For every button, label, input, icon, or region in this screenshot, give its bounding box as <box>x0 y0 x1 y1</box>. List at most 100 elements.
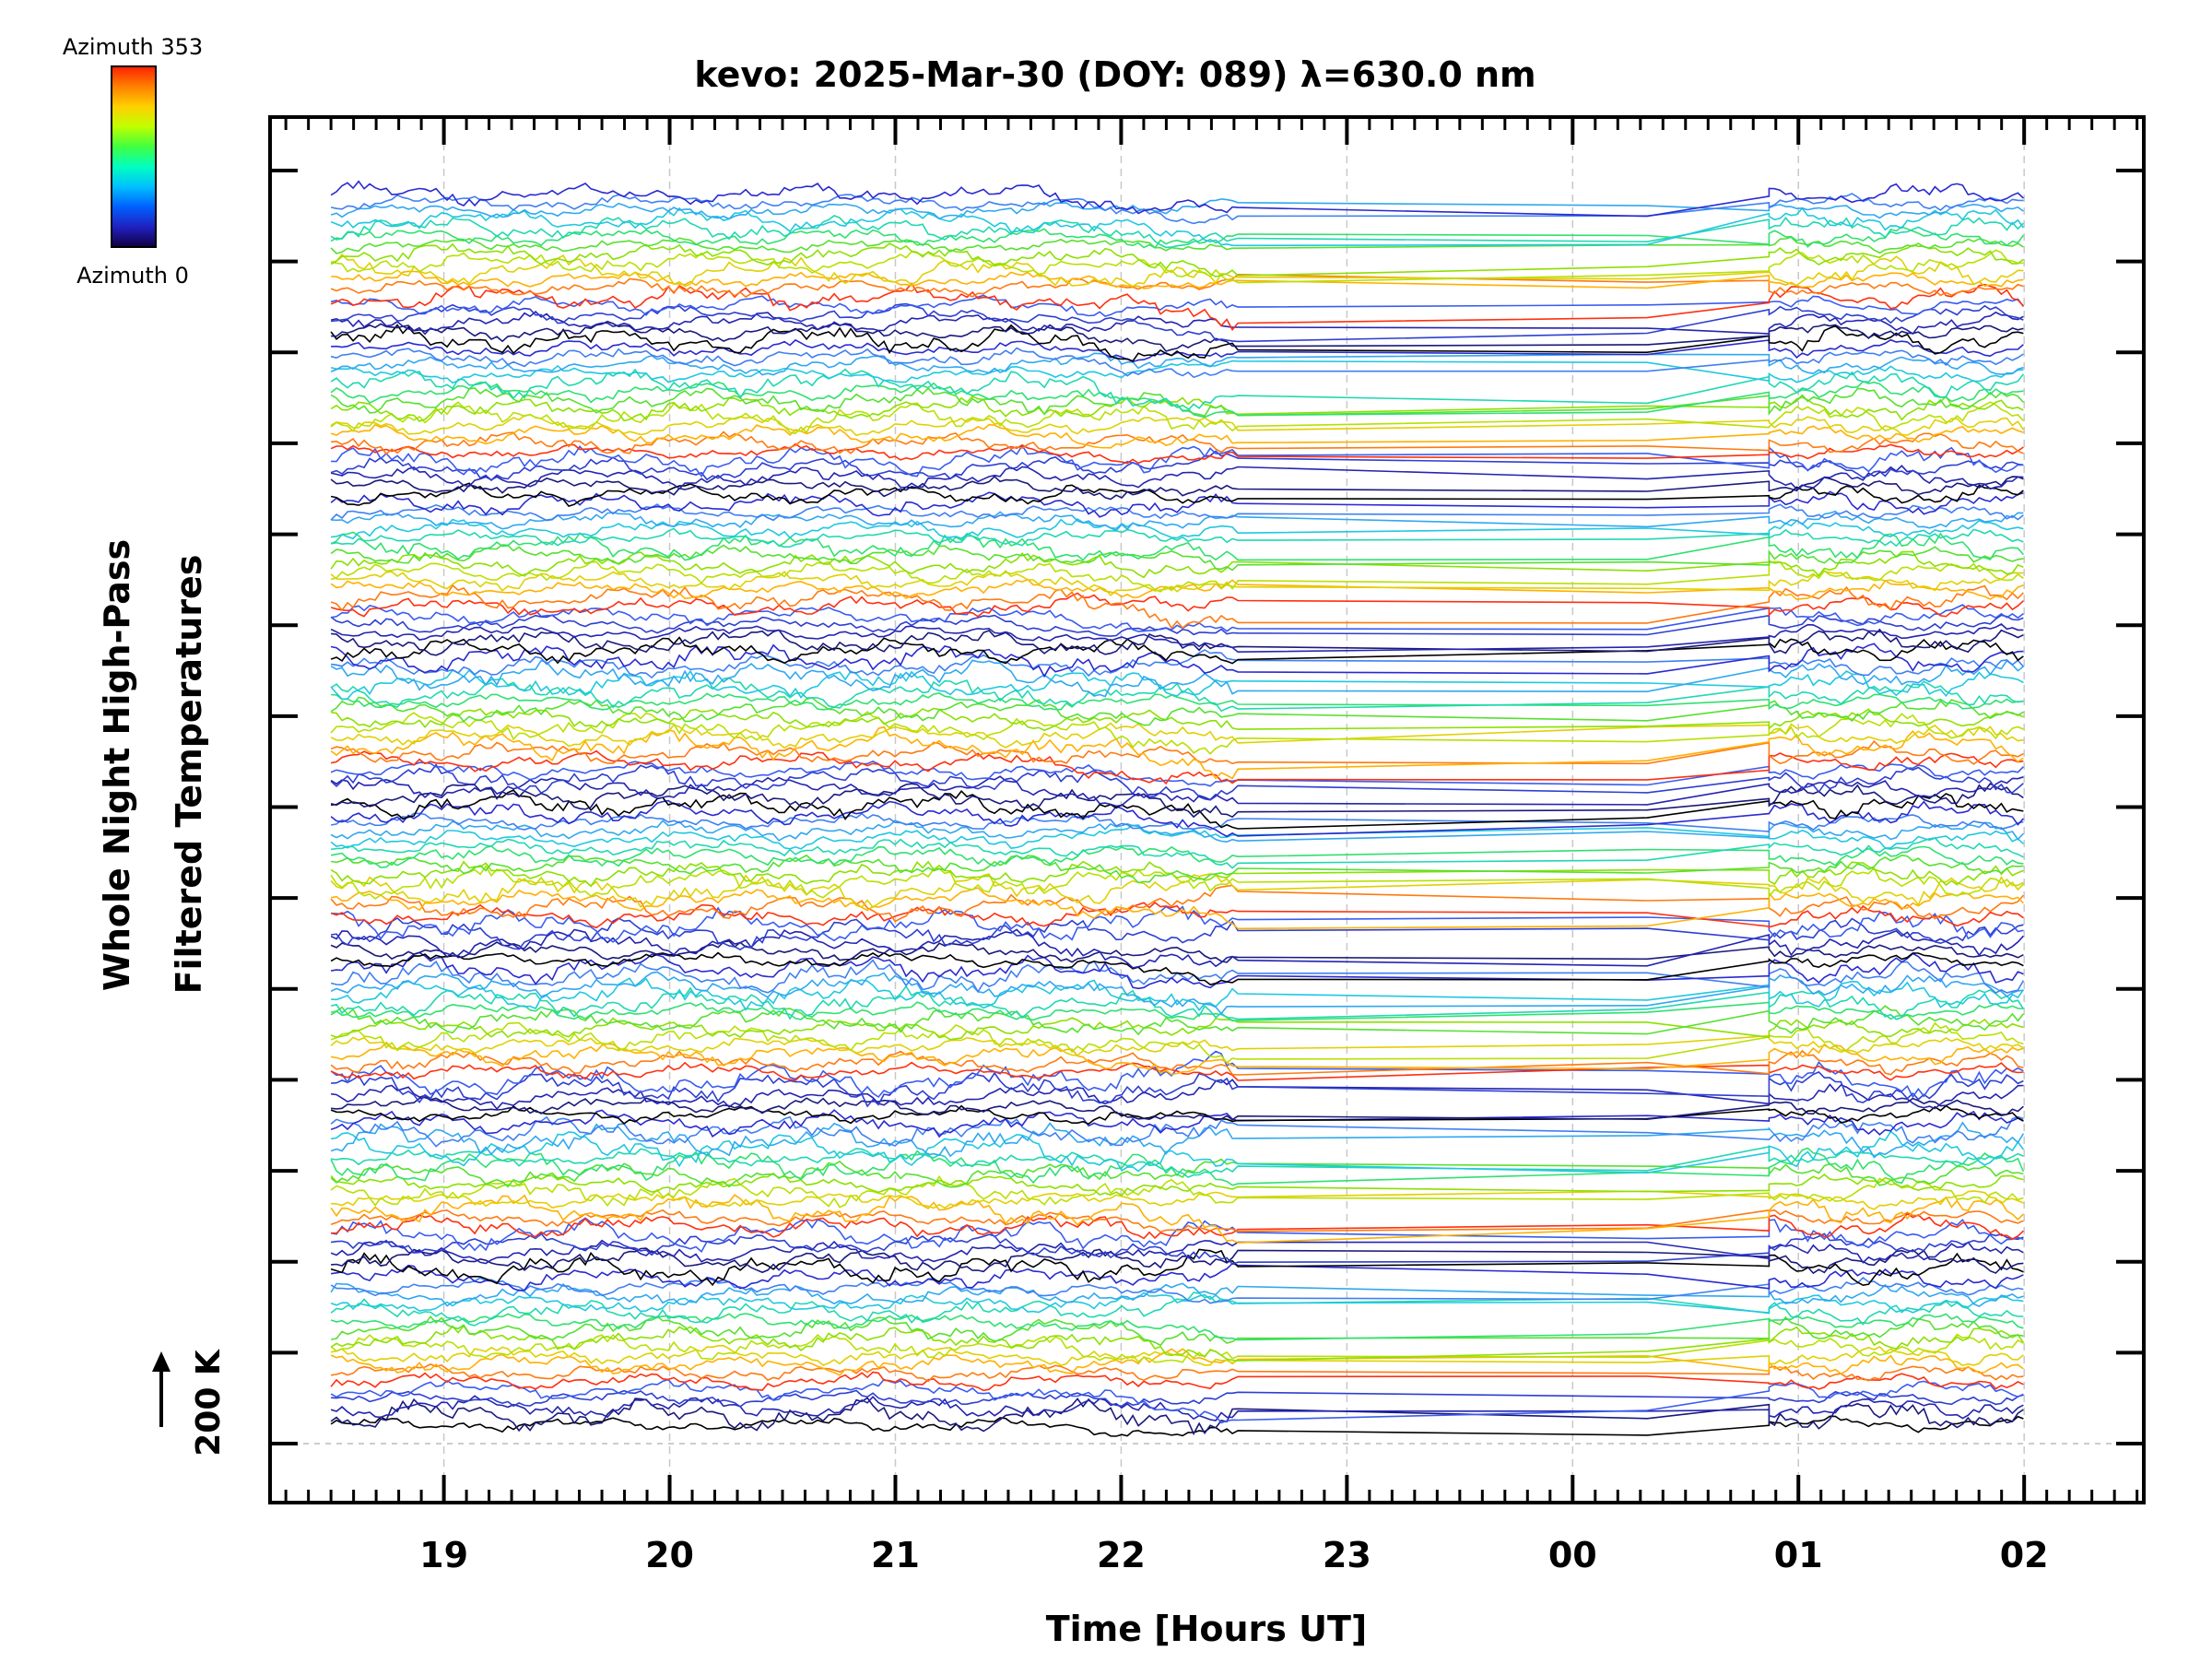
series-line <box>330 722 2024 749</box>
series-line <box>330 928 2024 969</box>
series-line <box>330 544 2024 572</box>
axis-ticks <box>270 117 2144 1503</box>
x-tick-label: 01 <box>1774 1535 1823 1575</box>
series-line <box>330 1115 2024 1148</box>
series-line <box>331 1096 2024 1121</box>
series-line <box>330 959 2025 995</box>
series-line <box>331 1247 2024 1275</box>
series-line <box>330 749 2024 785</box>
series-line <box>330 482 2024 508</box>
series-line <box>330 442 2024 465</box>
series-line <box>331 444 2024 478</box>
series-line <box>331 789 2024 830</box>
series-line <box>330 1146 2024 1178</box>
series-line <box>330 1371 2024 1392</box>
x-tick-label: 23 <box>1323 1535 1371 1575</box>
series-line <box>330 696 2024 726</box>
series-line <box>330 1239 2024 1265</box>
series-line <box>330 659 2024 698</box>
series-line <box>330 820 2024 843</box>
series-line <box>330 1209 2024 1233</box>
series-line <box>331 1071 2024 1108</box>
series-line <box>330 1363 2024 1383</box>
series-line <box>330 865 2024 900</box>
series-line <box>330 1415 2024 1437</box>
series-line <box>330 1378 2024 1424</box>
series-line <box>330 578 2024 601</box>
colorbar-max-label: Azimuth 353 <box>63 34 203 60</box>
series-lines <box>330 180 2025 1437</box>
series-line <box>330 1104 2024 1126</box>
series-line <box>330 1130 2025 1174</box>
series-line <box>330 1050 2024 1099</box>
series-line <box>330 198 2024 220</box>
colorbar-min-label: Azimuth 0 <box>76 263 189 289</box>
series-line <box>330 1049 2024 1076</box>
series-line <box>331 320 2024 352</box>
series-line <box>330 465 2024 490</box>
series-line <box>330 527 2024 548</box>
series-line <box>330 917 2024 951</box>
series-line <box>330 775 2024 808</box>
series-line <box>331 338 2024 363</box>
series-line <box>330 584 2024 630</box>
x-tick-labels: 19 20 21 22 23 00 01 02 <box>419 1535 2048 1575</box>
series-line <box>330 1291 2024 1327</box>
series-line <box>331 905 2024 943</box>
series-line <box>330 854 2024 884</box>
series-line <box>330 951 2024 985</box>
series-line <box>330 1276 2024 1304</box>
series-line <box>330 636 2024 665</box>
series-line <box>330 725 2024 780</box>
series-line <box>330 623 2024 654</box>
series-line <box>330 352 2024 376</box>
series-line <box>331 270 2024 289</box>
chart-title: kevo: 2025-Mar-30 (DOY: 089) λ=630.0 nm <box>694 54 1535 95</box>
series-line <box>331 510 2024 532</box>
x-axis-label: Time [Hours UT] <box>1046 1609 1368 1649</box>
series-line <box>330 242 2024 277</box>
series-line <box>330 214 2024 249</box>
series-line <box>330 604 2024 632</box>
series-line <box>330 324 2024 362</box>
series-line <box>330 206 2025 247</box>
series-line <box>331 628 2024 656</box>
series-line <box>331 1190 2024 1210</box>
series-line <box>330 311 2024 336</box>
series-line <box>330 1001 2024 1022</box>
series-line <box>331 302 2024 343</box>
series-line <box>331 977 2025 1011</box>
series-line <box>330 368 2025 412</box>
series-line <box>330 951 2024 990</box>
series-line <box>330 971 2024 1015</box>
series-line <box>330 423 2024 449</box>
series-line <box>330 503 2024 522</box>
series-line <box>330 1017 2024 1041</box>
series-line <box>330 226 2025 249</box>
series-line <box>330 1034 2024 1056</box>
series-line <box>331 430 2024 455</box>
series-line <box>330 761 2024 787</box>
series-line <box>330 1324 2025 1362</box>
scale-label: 200 K <box>190 1349 228 1457</box>
series-line <box>330 1395 2024 1421</box>
series-line <box>330 395 2024 422</box>
y-axis-label-line2: Filtered Temperatures <box>169 555 209 995</box>
series-line <box>330 236 2024 254</box>
series-line <box>330 845 2024 868</box>
x-tick-label: 22 <box>1097 1535 1146 1575</box>
series-line <box>330 1079 2024 1111</box>
series-line <box>330 273 2024 299</box>
series-line <box>330 763 2024 801</box>
series-line <box>330 490 2024 518</box>
series-line <box>330 386 2024 418</box>
series-line <box>330 668 2024 701</box>
x-tick-label: 02 <box>2000 1535 2049 1575</box>
series-line <box>330 1282 2024 1308</box>
series-line <box>330 985 2025 1020</box>
series-line <box>330 570 2024 596</box>
series-line <box>330 887 2024 930</box>
series-line <box>330 812 2024 832</box>
